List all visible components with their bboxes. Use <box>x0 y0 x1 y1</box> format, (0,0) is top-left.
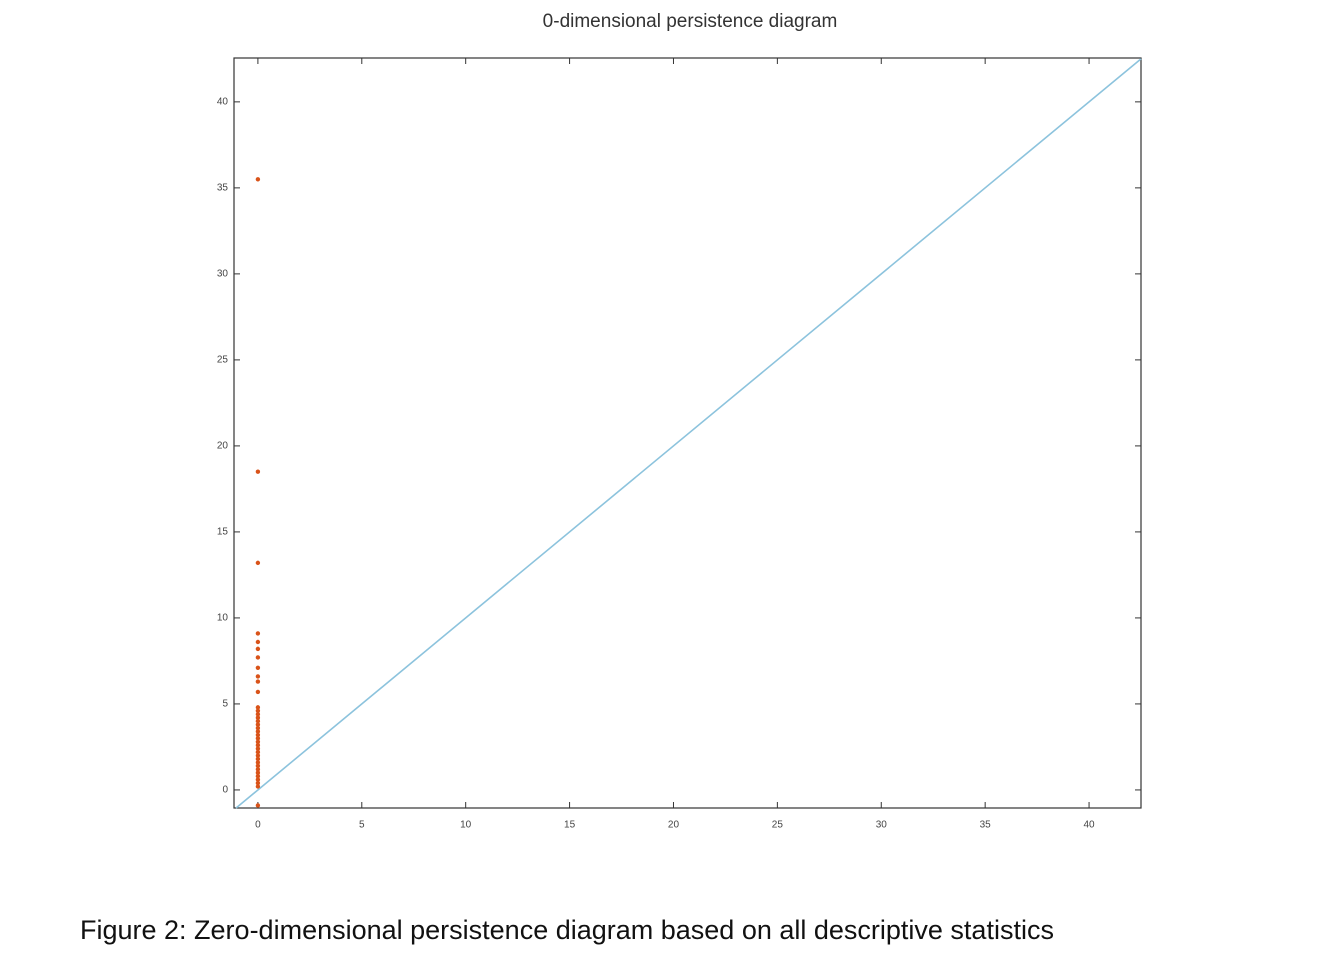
x-tick-label: 30 <box>876 820 888 831</box>
point <box>255 777 261 782</box>
x-tick-label: 40 <box>1083 820 1095 831</box>
point <box>255 746 261 751</box>
point <box>255 760 261 765</box>
x-tick-label: 25 <box>772 820 784 831</box>
point <box>255 767 261 772</box>
x-tick-label: 0 <box>255 820 261 831</box>
point <box>255 646 261 652</box>
x-tick-label: 15 <box>564 820 576 831</box>
point <box>255 722 261 727</box>
caption: Figure 2: Zero-dimensional persistence d… <box>80 915 1054 945</box>
point <box>255 631 261 636</box>
point <box>255 803 261 808</box>
y-tick-label: 30 <box>217 269 229 280</box>
point <box>255 763 261 769</box>
point <box>255 784 261 789</box>
y-tick-label: 25 <box>217 355 229 366</box>
point <box>255 715 261 720</box>
x-tick-label: 5 <box>359 820 365 831</box>
point <box>255 773 261 779</box>
y-tick-label: 15 <box>217 527 229 538</box>
point <box>255 780 261 786</box>
point <box>255 679 261 684</box>
point <box>255 689 261 695</box>
y-tick-label: 20 <box>217 441 229 452</box>
point <box>255 705 261 710</box>
y-tick-label: 10 <box>217 613 229 624</box>
x-tick-label: 20 <box>668 820 680 831</box>
point <box>255 732 261 738</box>
x-tick-label: 35 <box>980 820 992 831</box>
y-tick-label: 0 <box>222 785 228 796</box>
point <box>255 756 261 762</box>
point <box>255 749 261 755</box>
point <box>255 708 261 714</box>
point <box>255 770 261 775</box>
point <box>255 655 261 660</box>
point <box>255 639 261 645</box>
diagonal-line <box>235 58 1142 809</box>
point <box>255 743 261 748</box>
point <box>255 753 261 758</box>
point <box>255 718 261 724</box>
x-tick-label: 10 <box>460 820 472 831</box>
point <box>255 674 261 679</box>
point <box>255 736 261 741</box>
y-tick-label: 35 <box>217 183 229 194</box>
point <box>255 177 261 182</box>
point <box>255 725 261 731</box>
chart-title: 0-dimensional persistence diagram <box>543 11 838 32</box>
point <box>255 560 261 566</box>
y-tick-label: 40 <box>217 97 229 108</box>
point <box>255 469 261 474</box>
point <box>255 665 261 671</box>
point <box>255 729 261 734</box>
point <box>255 712 261 717</box>
y-tick-label: 5 <box>222 699 228 710</box>
point <box>255 739 261 744</box>
